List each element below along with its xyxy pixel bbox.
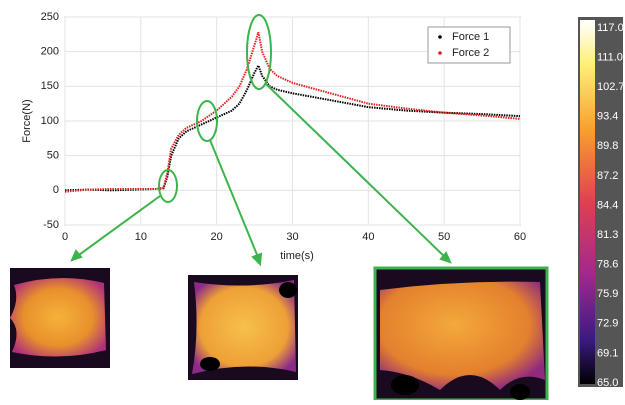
x-tick-label: 40 — [362, 231, 374, 243]
x-tick-label: 60 — [514, 231, 526, 243]
legend — [427, 26, 511, 64]
legend-marker — [438, 51, 442, 55]
y-tick-label: 0 — [53, 184, 59, 196]
thermal-image-2 — [188, 275, 298, 380]
x-tick-label: 10 — [135, 231, 147, 243]
colorbar-label: 102.7 — [597, 81, 625, 93]
colorbar-label: 69.1 — [597, 347, 618, 359]
colorbar-label: 81.3 — [597, 229, 618, 241]
colorbar: 117.0 111.0 102.7 93.4 89.8 87.2 84.4 81.3 78.6 7… — [578, 17, 625, 389]
colorbar-label: 78.6 — [597, 259, 618, 271]
x-label: time(s) — [280, 250, 314, 262]
y-tick-label: -50 — [43, 219, 59, 231]
y-tick-label: 50 — [47, 150, 59, 162]
colorbar-label: 87.2 — [597, 170, 618, 182]
colorbar-label: 75.9 — [597, 288, 618, 300]
legend-label: Force 2 — [452, 47, 489, 59]
y-tick-label: 250 — [41, 11, 59, 23]
x-tick-label: 0 — [62, 231, 68, 243]
y-tick-label: 150 — [41, 80, 59, 92]
x-tick-label: 50 — [438, 231, 450, 243]
colorbar-label: 65.0 — [597, 377, 618, 389]
thermal-image-3 — [373, 266, 549, 402]
colorbar-label: 84.4 — [597, 199, 618, 211]
legend-label: Force 1 — [452, 31, 489, 43]
colorbar-label: 72.9 — [597, 318, 618, 330]
y-tick-label: 200 — [41, 46, 59, 58]
colorbar-label: 93.4 — [597, 111, 618, 123]
colorbar-label: 89.8 — [597, 140, 618, 152]
y-label: Force(N) — [21, 99, 33, 142]
legend-marker — [438, 35, 442, 39]
annotations — [70, 14, 452, 267]
y-tick-label: 100 — [41, 115, 59, 127]
x-tick-label: 30 — [286, 231, 298, 243]
colorbar-label: 111.0 — [597, 51, 623, 63]
thermal-image-1 — [10, 268, 110, 368]
colorbar-label: 117.0 — [597, 22, 624, 34]
x-tick-label: 20 — [211, 231, 223, 243]
